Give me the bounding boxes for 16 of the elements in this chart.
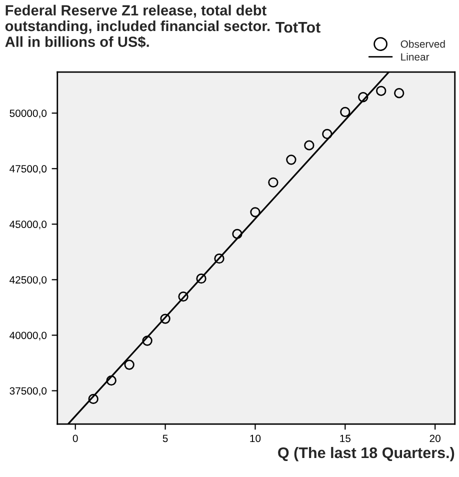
- x-tick-label: 0: [72, 434, 78, 442]
- x-tick-label: 15: [340, 434, 351, 442]
- y-tick-label: 45000,0: [10, 220, 47, 230]
- x-tick-label: 20: [430, 434, 440, 442]
- x-axis-title: Q (The last 18 Quarters.): [278, 446, 454, 462]
- x-tick-label: 10: [250, 434, 261, 442]
- x-tick-label: 5: [162, 434, 168, 442]
- y-tick-label: 50000,0: [10, 110, 47, 118]
- legend-label: Linear: [401, 52, 430, 61]
- y-tick-label: 42500,0: [10, 276, 47, 285]
- y-tick-label: 40000,0: [10, 332, 47, 340]
- y-tick-label: 37500,0: [10, 387, 47, 396]
- y-tick-label: 47500,0: [10, 165, 47, 174]
- legend-label: Observed: [400, 40, 445, 48]
- chart-title: Federal Reserve Z1 release, total debt outstanding, included financial sector. All in billions of US$.: [5, 4, 270, 48]
- chart-subtitle: TotTot: [276, 22, 320, 33]
